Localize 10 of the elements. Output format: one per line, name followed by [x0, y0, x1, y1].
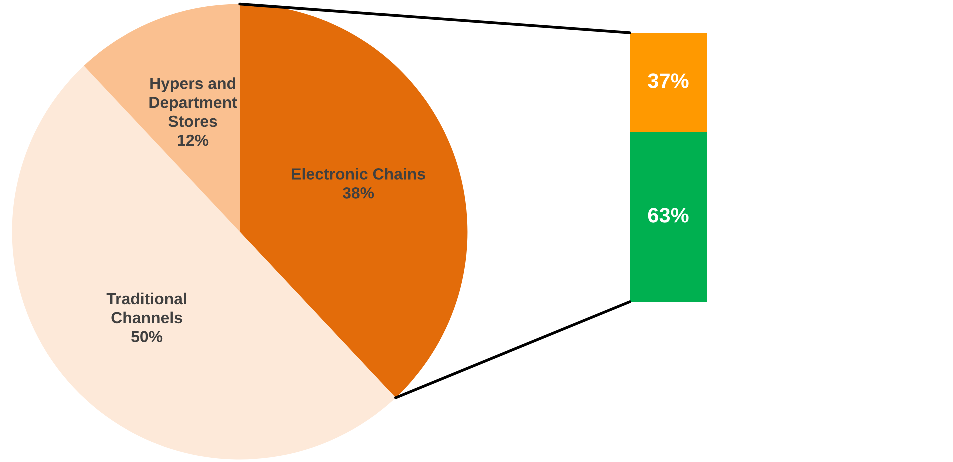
- slice-label: Electronic Chains: [292, 168, 426, 180]
- slice-label: Hypers and Department Stores: [150, 78, 238, 128]
- data-label: 50%: [132, 331, 163, 343]
- data-label: 37%: [648, 74, 689, 88]
- pie-slice: [240, 4, 468, 398]
- slice-label: Traditional Channels: [106, 292, 186, 324]
- data-label: 38%: [342, 188, 374, 199]
- data-label: 63%: [648, 208, 689, 223]
- pie-slice: [84, 4, 240, 232]
- data-label: 12%: [178, 134, 209, 146]
